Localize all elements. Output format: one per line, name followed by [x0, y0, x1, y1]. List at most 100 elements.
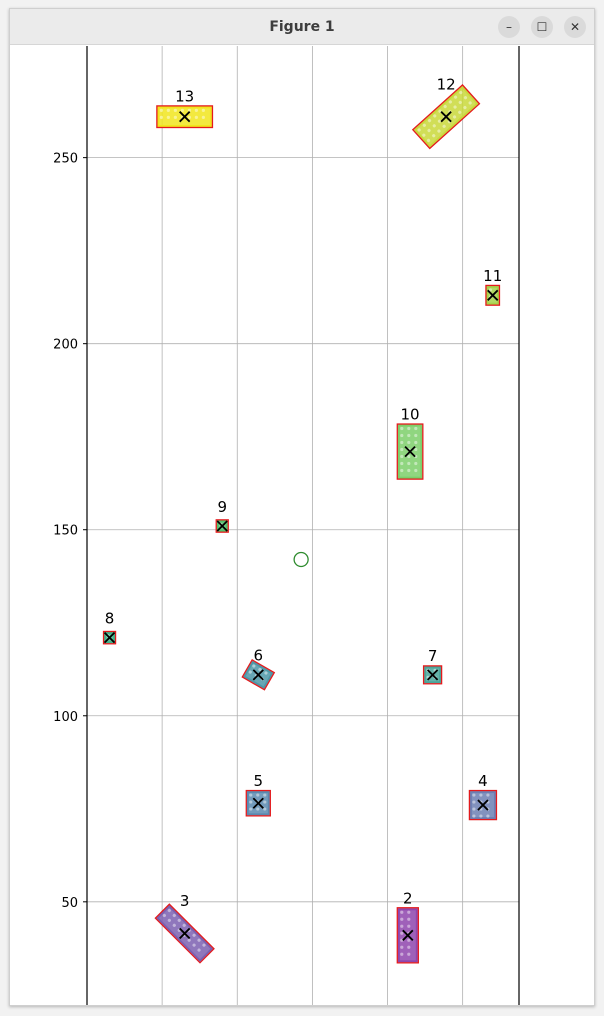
object-texture-dot	[472, 793, 476, 797]
object-texture-dot	[256, 793, 260, 797]
y-tick-label: 150	[53, 524, 78, 539]
axes-background	[87, 46, 519, 1006]
object-texture-dot	[427, 128, 431, 133]
object-texture-dot	[407, 461, 411, 466]
object-bbox	[102, 630, 117, 645]
object-texture-dot	[414, 447, 418, 452]
window-title: Figure 1	[269, 19, 335, 35]
title-bar[interactable]: Figure 1 – ☐ ✕	[10, 9, 594, 45]
object-texture-dot	[172, 923, 176, 927]
object-texture-dot	[400, 433, 404, 438]
object-texture-dot	[400, 461, 404, 466]
object-bbox	[468, 789, 498, 821]
object-texture-dot	[167, 918, 171, 923]
object-texture-dot	[459, 90, 463, 95]
object-texture-dot	[453, 95, 458, 99]
object-texture-dot	[400, 917, 404, 921]
object-texture-dot	[417, 128, 421, 132]
object-texture-dot	[426, 138, 431, 142]
object-texture-dot	[488, 288, 493, 292]
object-texture-dot	[414, 426, 418, 431]
object-bbox	[245, 789, 271, 817]
object-texture-dot	[463, 96, 468, 100]
close-button[interactable]: ✕	[564, 16, 586, 38]
object-texture-dot	[187, 938, 191, 942]
object-texture-dot	[414, 461, 418, 466]
object-label: 12	[437, 75, 456, 93]
maximize-button[interactable]: ☐	[531, 16, 553, 38]
object-label: 5	[254, 772, 264, 790]
object-texture-dot	[159, 108, 163, 112]
object-texture-dot	[443, 104, 447, 109]
object-texture-dot	[400, 454, 404, 459]
object-texture-dot	[162, 913, 166, 918]
object-texture-dot	[407, 917, 411, 921]
object-texture-dot	[263, 800, 267, 804]
object-texture-dot	[407, 433, 411, 438]
y-tick-label: 50	[61, 896, 78, 911]
object-texture-dot	[400, 440, 404, 445]
object-texture-dot	[486, 814, 490, 818]
object-texture-dot	[252, 664, 256, 668]
object-label: 2	[403, 889, 413, 907]
object-texture-dot	[400, 924, 404, 928]
object-bbox	[156, 105, 214, 129]
object-texture-dot	[400, 931, 404, 935]
object-bbox	[396, 423, 424, 480]
object-texture-dot	[201, 115, 205, 119]
object-label: 10	[401, 406, 420, 424]
object-texture-dot	[400, 910, 404, 914]
object-texture-dot	[479, 814, 483, 818]
object-texture-dot	[458, 100, 462, 105]
maximize-icon: ☐	[536, 20, 548, 34]
chart-svg: 50 100 150 200 250 2 3 4 5 6 7 8 9 10 11 12 13	[53, 46, 520, 1006]
object-center-marker	[103, 631, 116, 644]
object-texture-dot	[187, 115, 191, 119]
object-texture-dot	[167, 908, 171, 913]
object-texture-dot	[453, 105, 457, 109]
object-texture-dot	[400, 468, 404, 473]
object-texture-dot	[159, 115, 163, 119]
object-center-marker	[426, 669, 439, 681]
object-bbox	[396, 907, 419, 964]
object-texture-dot	[427, 119, 432, 123]
object-texture-dot	[182, 923, 186, 927]
figure-window: Figure 1 – ☐ ✕ 50 100 150 200 250 2 3 4 5 6 7 8 9 10 1…	[9, 8, 595, 1006]
object-center-marker	[404, 445, 416, 458]
object-label: 7	[428, 647, 438, 665]
object-texture-dot	[442, 124, 446, 128]
object-texture-dot	[407, 952, 411, 956]
object-bbox	[241, 659, 276, 691]
object-texture-dot	[458, 110, 462, 114]
y-tick-label: 100	[53, 710, 78, 725]
object-bbox	[485, 284, 501, 306]
object-texture-dot	[172, 913, 176, 918]
object-texture-dot	[448, 100, 452, 104]
object-texture-dot	[202, 943, 206, 947]
object-texture-dot	[433, 114, 437, 118]
object-texture-dot	[437, 119, 442, 123]
object-label: 13	[175, 87, 194, 105]
object-texture-dot	[407, 454, 411, 459]
object-center-marker	[179, 927, 191, 940]
y-tick-label: 250	[53, 152, 78, 167]
object-texture-dot	[472, 800, 476, 804]
plot-canvas: 50 100 150 200 250 2 3 4 5 6 7 8 9 10 11 12 13	[10, 45, 594, 1006]
object-texture-dot	[407, 910, 411, 914]
minimize-button[interactable]: –	[498, 16, 520, 38]
object-texture-dot	[192, 943, 196, 947]
object-texture-dot	[407, 945, 411, 949]
object-center-marker	[216, 520, 228, 532]
object-bbox	[215, 519, 229, 533]
object-texture-dot	[249, 793, 253, 797]
object-texture-dot	[472, 814, 476, 818]
object-texture-dot	[468, 101, 472, 105]
object-texture-dot	[166, 108, 170, 112]
object-texture-dot	[192, 933, 196, 937]
object-label: 9	[217, 498, 227, 516]
object-texture-dot	[414, 433, 418, 438]
object-region	[469, 791, 496, 820]
object-label: 6	[254, 646, 264, 664]
object-bbox	[422, 665, 443, 685]
object-texture-dot	[407, 924, 411, 928]
